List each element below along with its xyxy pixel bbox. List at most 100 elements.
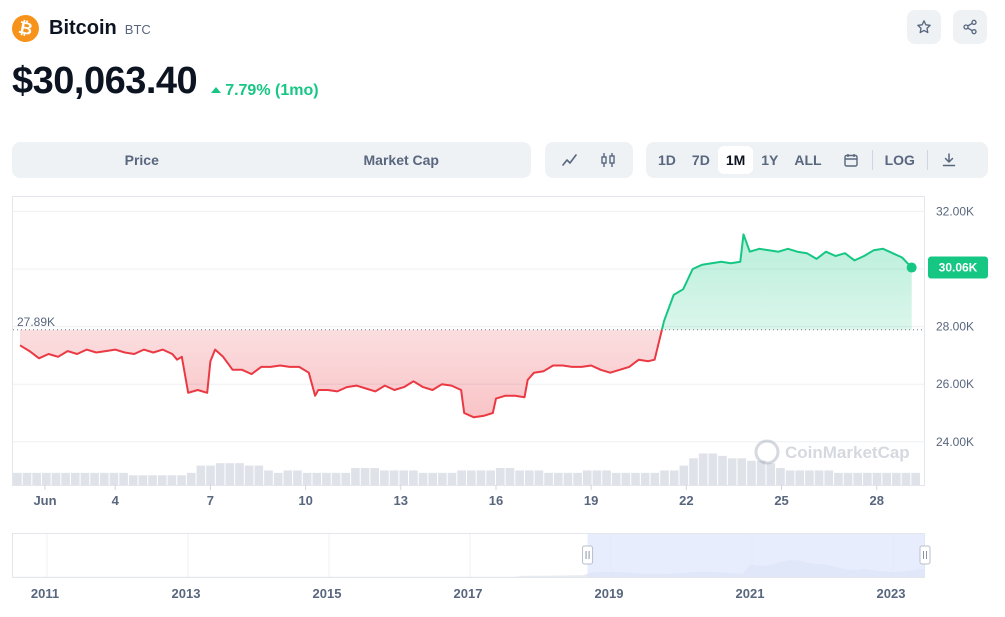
volume-bar: [380, 470, 389, 485]
coinmarketcap-watermark: CoinMarketCap: [754, 439, 910, 465]
volume-bar: [283, 470, 293, 485]
time-range-selector: 1D 7D 1M 1Y ALL LOG: [646, 142, 988, 178]
volume-bar: [718, 455, 727, 485]
navigator-year-label: 2023: [877, 586, 906, 601]
range-1d-button[interactable]: 1D: [658, 152, 676, 168]
candlestick-icon: [601, 153, 615, 167]
current-price-tag-text: 30.06K: [939, 261, 978, 275]
share-button[interactable]: [953, 10, 987, 44]
x-tick-label: 16: [489, 493, 503, 508]
range-divider: [926, 150, 928, 170]
area-below-baseline: [20, 329, 912, 418]
navigator-year-label: 2019: [595, 586, 624, 601]
volume-bar: [892, 472, 901, 485]
x-axis: Jun 4 7 10 13 16 19 22 25 28: [33, 485, 884, 508]
cmc-logo-icon: [754, 439, 780, 465]
volume-bar: [650, 472, 660, 485]
volume-bar: [689, 458, 698, 485]
volume-bar: [805, 470, 814, 485]
volume-bar: [553, 472, 563, 485]
range-1m-button[interactable]: 1M: [717, 146, 754, 174]
volume-bar: [863, 472, 872, 485]
range-1y-button[interactable]: 1Y: [761, 152, 779, 168]
volume-bar: [331, 472, 341, 485]
volume-bar: [901, 472, 911, 485]
volume-bar: [505, 468, 515, 485]
navigator-year-label: 2017: [454, 586, 483, 601]
price-line-down: [19, 329, 663, 419]
navigator-handles[interactable]: [582, 545, 931, 565]
volume-bar: [157, 475, 167, 485]
volume-bar: [438, 472, 447, 485]
line-chart-icon: [562, 154, 577, 166]
volume-bar: [872, 472, 882, 485]
volume-bar: [486, 470, 495, 485]
volume-bar: [196, 465, 206, 485]
x-tick-label: 19: [584, 493, 598, 508]
log-scale-button[interactable]: LOG: [884, 152, 915, 168]
price-chart[interactable]: 27.89K CoinMarketCap 32.00K30.00K28.00K2…: [0, 194, 1005, 524]
volume-bar: [785, 470, 795, 485]
volume-bar: [138, 475, 148, 485]
volume-bar: [882, 472, 892, 485]
y-tick-label: 24.00K: [936, 435, 974, 449]
star-icon: [917, 20, 931, 34]
tab-market-cap[interactable]: Market Cap: [363, 152, 439, 168]
y-tick-label: 26.00K: [936, 377, 974, 391]
candlestick-button[interactable]: [593, 147, 623, 173]
volume-bar: [457, 470, 466, 485]
volume-bar: [621, 472, 631, 485]
volume-bar: [418, 472, 428, 485]
baseline-label: 27.89K: [17, 315, 55, 329]
volume-bar: [592, 470, 602, 485]
navigator-year-label: 2015: [313, 586, 342, 601]
volume-bar: [602, 470, 611, 485]
volume-bar: [834, 472, 843, 485]
y-tick-label: 28.00K: [936, 320, 974, 334]
x-tick-label: 7: [207, 493, 214, 508]
x-tick-label: 28: [870, 493, 884, 508]
volume-bar: [611, 472, 621, 485]
volume-bar: [80, 472, 90, 485]
volume-bar: [128, 475, 138, 485]
volume-bar: [524, 470, 534, 485]
coin-name: Bitcoin: [49, 16, 117, 39]
chart-metric-tabs: Price Market Cap: [12, 142, 531, 178]
current-price-dot: [906, 262, 917, 273]
volume-bar: [293, 470, 302, 485]
volume-bar: [534, 470, 544, 485]
tab-price[interactable]: Price: [124, 152, 159, 168]
range-7d-button[interactable]: 7D: [691, 152, 710, 168]
volume-bar: [911, 472, 920, 485]
price-line-up: [660, 233, 913, 330]
calendar-icon: [843, 154, 858, 167]
volume-bar: [167, 475, 177, 485]
range-divider: [871, 150, 873, 170]
range-all-button[interactable]: ALL: [794, 152, 822, 168]
volume-bar: [544, 472, 553, 485]
volume-bar: [109, 472, 119, 485]
volume-bar: [389, 470, 399, 485]
volume-bar: [235, 463, 244, 485]
navigator-selection[interactable]: [587, 534, 925, 577]
volume-bar: [766, 463, 776, 485]
volume-bars: [13, 453, 920, 485]
watchlist-star-button[interactable]: [907, 10, 941, 44]
watermark-text: CoinMarketCap: [785, 443, 910, 462]
volume-bar: [679, 465, 689, 485]
range-navigator[interactable]: 2011 2013 2015 2017 2019 2021 2023: [0, 527, 1005, 617]
volume-bar: [264, 470, 273, 485]
volume-bar: [70, 472, 80, 485]
volume-bar: [409, 470, 418, 485]
coin-header: ₿ Bitcoin BTC: [9, 11, 151, 45]
navigator-year-label: 2011: [31, 586, 59, 601]
current-price-marker: 30.06K: [906, 256, 988, 279]
x-tick-label: 25: [774, 493, 788, 508]
date-picker-button[interactable]: [830, 146, 868, 174]
coin-symbol: BTC: [124, 22, 151, 37]
volume-bar: [631, 472, 640, 485]
download-button[interactable]: [932, 146, 964, 174]
volume-bar: [776, 468, 785, 485]
line-chart-button[interactable]: [555, 147, 585, 173]
